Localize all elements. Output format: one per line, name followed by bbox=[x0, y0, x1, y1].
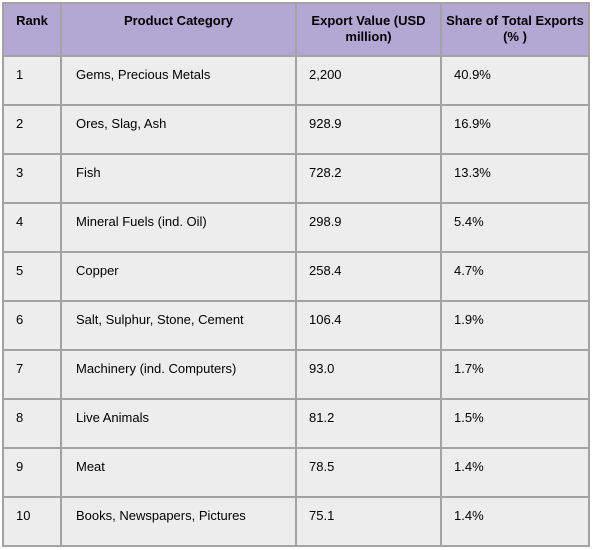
value-cell: 81.2 bbox=[295, 398, 442, 449]
rank-cell: 3 bbox=[2, 153, 62, 204]
column-header-rank: Rank bbox=[2, 2, 62, 57]
share-cell: 1.4% bbox=[440, 496, 590, 547]
category-cell: Salt, Sulphur, Stone, Cement bbox=[60, 300, 297, 351]
table-row: 8 Live Animals 81.2 1.5% bbox=[2, 398, 590, 449]
rank-cell: 5 bbox=[2, 251, 62, 302]
share-cell: 40.9% bbox=[440, 55, 590, 106]
value-cell: 928.9 bbox=[295, 104, 442, 155]
share-cell: 1.7% bbox=[440, 349, 590, 400]
value-cell: 2,200 bbox=[295, 55, 442, 106]
category-cell: Machinery (ind. Computers) bbox=[60, 349, 297, 400]
share-cell: 5.4% bbox=[440, 202, 590, 253]
share-cell: 13.3% bbox=[440, 153, 590, 204]
value-cell: 298.9 bbox=[295, 202, 442, 253]
category-cell: Fish bbox=[60, 153, 297, 204]
share-cell: 16.9% bbox=[440, 104, 590, 155]
rank-cell: 1 bbox=[2, 55, 62, 106]
table-row: 7 Machinery (ind. Computers) 93.0 1.7% bbox=[2, 349, 590, 400]
rank-cell: 2 bbox=[2, 104, 62, 155]
exports-table: Rank Product Category Export Value (USD … bbox=[2, 2, 590, 547]
rank-cell: 6 bbox=[2, 300, 62, 351]
column-header-category: Product Category bbox=[60, 2, 297, 57]
header-row: Rank Product Category Export Value (USD … bbox=[2, 2, 590, 57]
table-row: 10 Books, Newspapers, Pictures 75.1 1.4% bbox=[2, 496, 590, 547]
category-cell: Mineral Fuels (ind. Oil) bbox=[60, 202, 297, 253]
table-row: 3 Fish 728.2 13.3% bbox=[2, 153, 590, 204]
category-cell: Ores, Slag, Ash bbox=[60, 104, 297, 155]
table-row: 1 Gems, Precious Metals 2,200 40.9% bbox=[2, 55, 590, 106]
category-cell: Meat bbox=[60, 447, 297, 498]
table-row: 4 Mineral Fuels (ind. Oil) 298.9 5.4% bbox=[2, 202, 590, 253]
category-cell: Gems, Precious Metals bbox=[60, 55, 297, 106]
rank-cell: 10 bbox=[2, 496, 62, 547]
table-row: 9 Meat 78.5 1.4% bbox=[2, 447, 590, 498]
share-cell: 1.9% bbox=[440, 300, 590, 351]
rank-cell: 8 bbox=[2, 398, 62, 449]
table-row: 6 Salt, Sulphur, Stone, Cement 106.4 1.9… bbox=[2, 300, 590, 351]
rank-cell: 9 bbox=[2, 447, 62, 498]
column-header-value: Export Value (USD million) bbox=[295, 2, 442, 57]
share-cell: 1.5% bbox=[440, 398, 590, 449]
value-cell: 75.1 bbox=[295, 496, 442, 547]
table-row: 5 Copper 258.4 4.7% bbox=[2, 251, 590, 302]
table-row: 2 Ores, Slag, Ash 928.9 16.9% bbox=[2, 104, 590, 155]
share-cell: 1.4% bbox=[440, 447, 590, 498]
category-cell: Books, Newspapers, Pictures bbox=[60, 496, 297, 547]
column-header-share: Share of Total Exports (% ) bbox=[440, 2, 590, 57]
share-cell: 4.7% bbox=[440, 251, 590, 302]
value-cell: 93.0 bbox=[295, 349, 442, 400]
rank-cell: 4 bbox=[2, 202, 62, 253]
value-cell: 78.5 bbox=[295, 447, 442, 498]
rank-cell: 7 bbox=[2, 349, 62, 400]
value-cell: 106.4 bbox=[295, 300, 442, 351]
value-cell: 258.4 bbox=[295, 251, 442, 302]
category-cell: Copper bbox=[60, 251, 297, 302]
value-cell: 728.2 bbox=[295, 153, 442, 204]
category-cell: Live Animals bbox=[60, 398, 297, 449]
